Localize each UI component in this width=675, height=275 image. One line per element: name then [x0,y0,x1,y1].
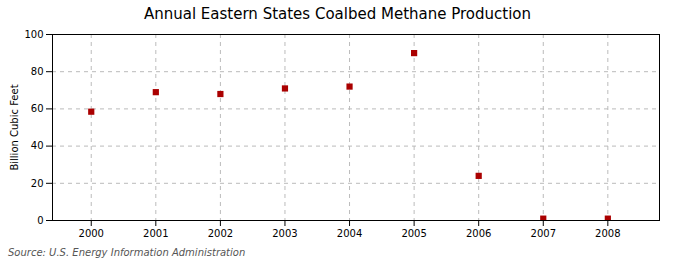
svg-text:2001: 2001 [143,228,168,239]
svg-text:2005: 2005 [401,228,426,239]
svg-text:2000: 2000 [79,228,104,239]
svg-text:2003: 2003 [272,228,297,239]
svg-text:60: 60 [31,103,44,114]
html-text:Source: U.S. Energy Informatio: Source: U.S. Energy Information Administ… [8,247,246,258]
svg-text:2007: 2007 [531,228,556,239]
svg-text:2004: 2004 [337,228,362,239]
svg-text:100: 100 [24,29,43,40]
svg-text:20: 20 [31,178,44,189]
svg-text:2006: 2006 [466,228,491,239]
svg-text:0: 0 [37,215,43,226]
svg-text:40: 40 [31,140,44,151]
svg-text:2002: 2002 [208,228,233,239]
svg-text:Billion Cubic Feet: Billion Cubic Feet [9,84,20,170]
svg-text:80: 80 [31,66,44,77]
html-text:Annual Eastern States Coalbed: Annual Eastern States Coalbed Methane Pr… [144,5,531,23]
svg-text:2008: 2008 [595,228,620,239]
